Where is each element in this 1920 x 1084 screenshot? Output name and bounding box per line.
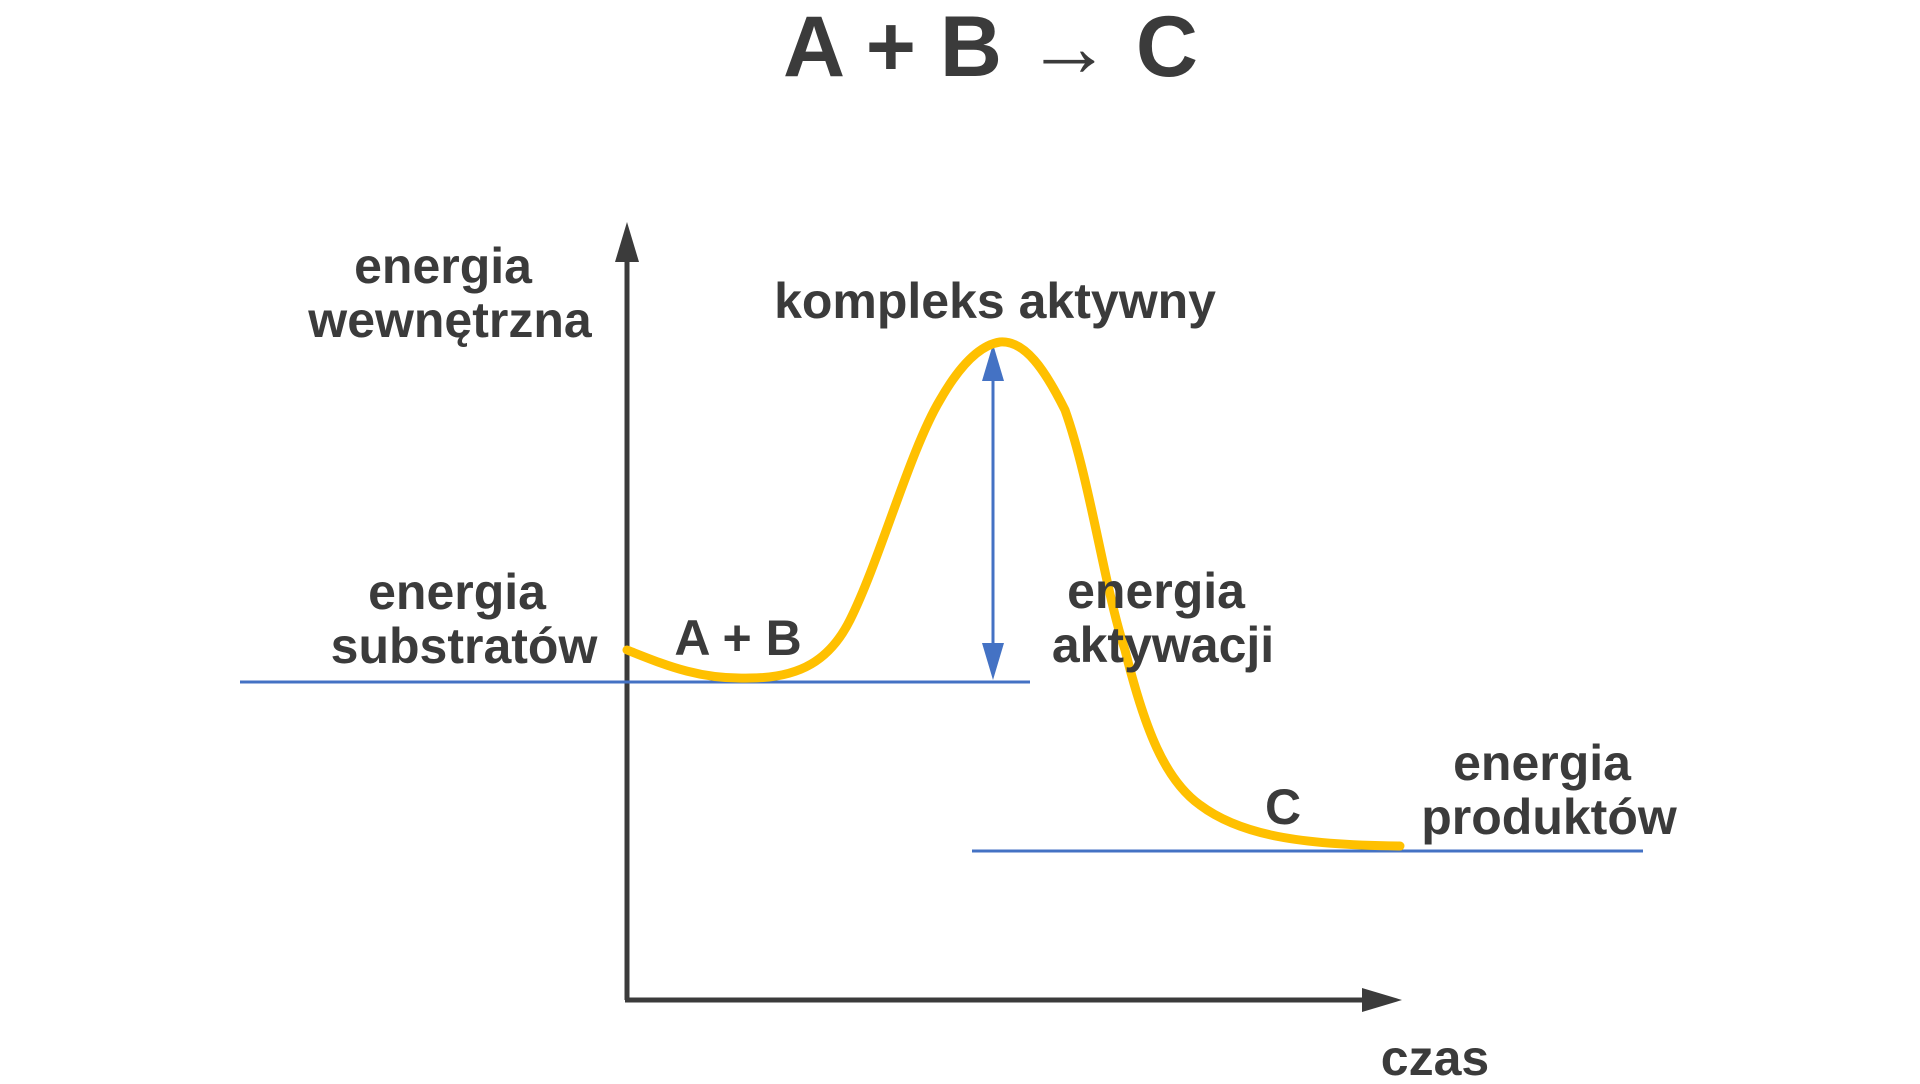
activation-energy-label-line-2: aktywacji bbox=[1052, 617, 1274, 673]
activation-energy-label: energia aktywacji bbox=[1052, 563, 1274, 673]
product-curve-label: C bbox=[1265, 779, 1301, 835]
y-axis-label: energia wewnętrzna bbox=[307, 238, 593, 348]
activation-energy-label-line-1: energia bbox=[1067, 563, 1246, 619]
reaction-equation-title: A + B → C bbox=[783, 0, 1198, 95]
products-energy-label-line-1: energia bbox=[1453, 735, 1632, 791]
y-axis-label-line-1: energia bbox=[354, 238, 533, 294]
activated-complex-label: kompleks aktywny bbox=[774, 273, 1216, 329]
y-axis-label-line-2: wewnętrzna bbox=[307, 292, 593, 348]
products-energy-label: energia produktów bbox=[1421, 735, 1677, 845]
x-axis-arrowhead bbox=[1362, 988, 1402, 1012]
reactants-curve-label: A + B bbox=[674, 610, 801, 666]
products-energy-label-line-2: produktów bbox=[1421, 789, 1677, 845]
y-axis-arrowhead bbox=[615, 222, 639, 262]
reactants-energy-label: energia substratów bbox=[331, 564, 598, 674]
reactants-energy-label-line-2: substratów bbox=[331, 618, 598, 674]
reactants-energy-label-line-1: energia bbox=[368, 564, 547, 620]
energy-curve bbox=[622, 337, 1405, 851]
activation-energy-arrowhead-bottom bbox=[982, 643, 1004, 680]
x-axis-label: czas bbox=[1381, 1030, 1489, 1084]
activation-energy-arrowhead-top bbox=[982, 344, 1004, 381]
